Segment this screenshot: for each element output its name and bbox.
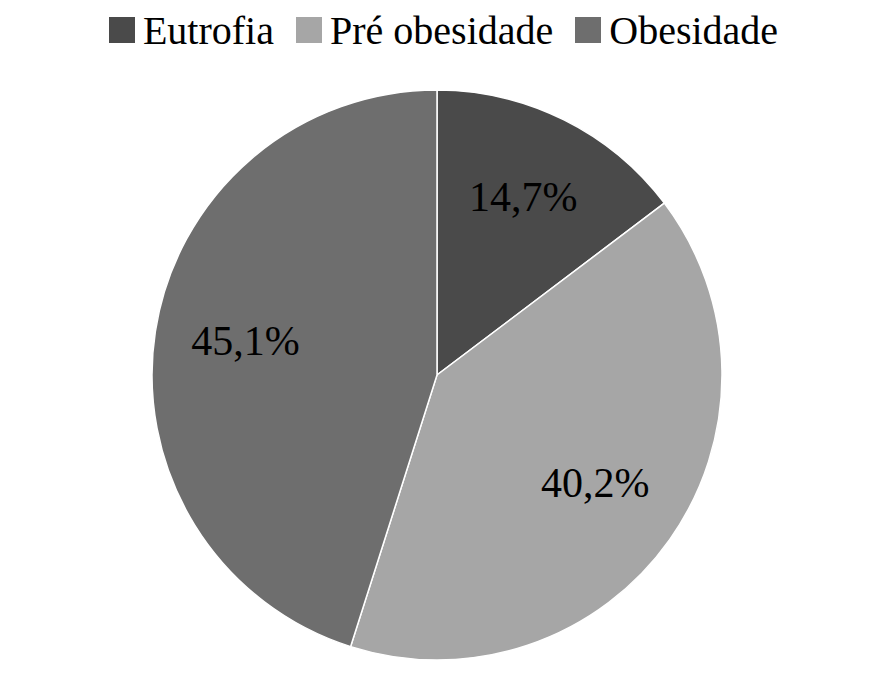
html-text:Eutrofia: Eutrofia bbox=[142, 7, 274, 53]
html-text:Obesidade: Obesidade bbox=[609, 7, 779, 53]
html-text:Pré obesidade: Pré obesidade bbox=[330, 7, 554, 53]
svg-text:40,2%: 40,2% bbox=[541, 460, 650, 506]
svg-text:14,7%: 14,7% bbox=[469, 174, 578, 220]
svg-text:45,1%: 45,1% bbox=[191, 318, 300, 364]
